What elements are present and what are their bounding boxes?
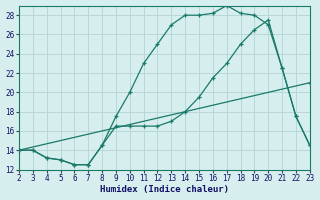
X-axis label: Humidex (Indice chaleur): Humidex (Indice chaleur) xyxy=(100,185,229,194)
